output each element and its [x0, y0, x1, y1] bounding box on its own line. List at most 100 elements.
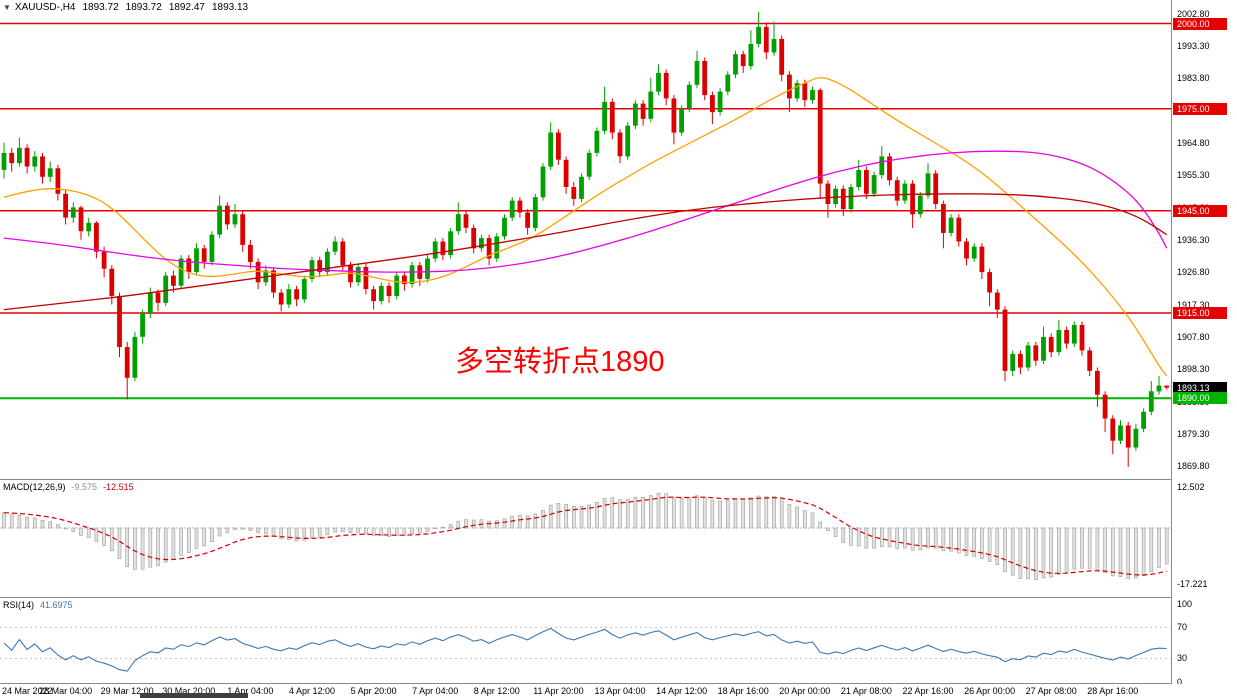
- time-axis-label: 24 Mar 2022: [2, 686, 53, 696]
- macd-histogram-bar: [1134, 527, 1138, 579]
- pane-separator[interactable]: [0, 683, 1237, 684]
- candle-body: [894, 180, 900, 201]
- pane-separator[interactable]: [0, 479, 1237, 480]
- macd-histogram-bar: [772, 496, 776, 529]
- candle-body: [232, 214, 238, 225]
- ma-line-mid-magenta: [3, 150, 1168, 273]
- macd-histogram-bar: [864, 527, 869, 549]
- rsi-scale-label: 100: [1177, 598, 1193, 609]
- line-price-tag-1945.00[interactable]: 1945.00: [1173, 204, 1227, 217]
- candle-body: [486, 238, 492, 259]
- macd-signal-value: -12.515: [103, 482, 134, 492]
- candle-body: [47, 168, 53, 177]
- macd-histogram-bar: [325, 527, 330, 536]
- macd-signal-line: [3, 496, 1167, 576]
- candle-body: [325, 251, 330, 273]
- macd-histogram-bar: [556, 502, 561, 529]
- candle-body: [140, 313, 145, 337]
- line-price-tag-1890.00[interactable]: 1890.00: [1173, 392, 1227, 405]
- candle-body: [1079, 324, 1085, 351]
- macd-histogram-bar: [402, 527, 407, 536]
- candle-body: [633, 103, 638, 126]
- time-axis-label: 27 Apr 08:00: [1025, 686, 1077, 696]
- macd-histogram-bar: [787, 503, 792, 529]
- candle-body: [278, 292, 284, 305]
- macd-histogram-bar: [725, 500, 730, 529]
- macd-histogram-bar: [1141, 527, 1146, 576]
- line-price-tag-1915.00[interactable]: 1915.00: [1173, 307, 1227, 319]
- macd-histogram-bar: [1095, 527, 1100, 571]
- candle-body: [1087, 350, 1093, 371]
- macd-histogram-bar: [595, 501, 599, 529]
- macd-histogram-bar: [225, 527, 230, 534]
- macd-histogram-bar: [795, 506, 799, 529]
- macd-histogram-bar: [756, 495, 761, 529]
- candle-body: [925, 173, 931, 196]
- candle-body: [371, 289, 376, 302]
- candle-body: [979, 246, 985, 273]
- price-chart-pane[interactable]: ▼ XAUUSD-,H4 1893.72 1893.72 1892.47 1893.13 …: [0, 0, 1171, 479]
- candle-body: [271, 270, 276, 293]
- price-scale-label: 1993.30: [1177, 40, 1210, 51]
- macd-histogram-bar: [40, 519, 45, 529]
- candle-body: [1048, 336, 1054, 353]
- macd-histogram-bar: [110, 527, 114, 552]
- annotation-text-object[interactable]: 多空转折点1890: [455, 346, 665, 378]
- pane-separator[interactable]: [0, 597, 1237, 598]
- price-chart-canvas[interactable]: [0, 0, 1171, 479]
- price-axis[interactable]: 2002.801993.301983.801974.301964.801955.…: [1171, 0, 1237, 687]
- macd-histogram-bar: [86, 527, 91, 538]
- ohlc-low-value: 1892.47: [168, 2, 205, 13]
- chart-title-overlay: ▼ XAUUSD-,H4 1893.72 1893.72 1892.47 1893.13: [3, 2, 248, 13]
- macd-histogram-bar: [310, 527, 314, 539]
- candle-body: [124, 347, 130, 378]
- macd-histogram-bar: [456, 520, 461, 529]
- macd-histogram-bar: [903, 527, 907, 549]
- macd-histogram-bar: [471, 519, 476, 529]
- candle-body: [132, 336, 138, 378]
- macd-histogram-bar: [25, 516, 29, 529]
- macd-histogram-bar: [802, 510, 807, 529]
- macd-histogram-bar: [263, 527, 268, 535]
- macd-histogram-bar: [179, 527, 183, 556]
- rsi-canvas[interactable]: [0, 598, 1171, 683]
- candle-body: [756, 26, 761, 44]
- candle-body: [617, 132, 623, 157]
- price-scale-label: 1926.80: [1177, 267, 1210, 278]
- candle-body: [1118, 425, 1123, 441]
- macd-histogram-bar: [641, 496, 645, 529]
- candle-body: [332, 241, 338, 252]
- candle-body: [694, 61, 700, 85]
- candle-body: [248, 244, 253, 262]
- macd-canvas[interactable]: [0, 480, 1171, 597]
- macd-histogram-bar: [1057, 527, 1061, 575]
- macd-histogram-bar: [926, 527, 930, 549]
- candle-body: [502, 217, 507, 237]
- candle-body: [740, 54, 746, 67]
- macd-histogram-bar: [749, 497, 753, 529]
- candle-body: [902, 183, 908, 201]
- line-price-tag-1975.00[interactable]: 1975.00: [1173, 102, 1227, 115]
- time-axis[interactable]: 24 Mar 2022 28 Mar 04:00 29 Mar 12:00 30 Ma…: [0, 684, 1237, 698]
- macd-histogram-bar: [648, 495, 653, 529]
- candle-body: [710, 95, 715, 113]
- time-axis-label: 11 Apr 20:00: [533, 686, 584, 696]
- rsi-indicator-pane[interactable]: RSI(14) 41.6975: [0, 598, 1171, 683]
- ohlc-open-value: 1893.72: [82, 2, 119, 13]
- candle-body: [317, 260, 323, 273]
- macd-histogram-bar: [433, 527, 438, 529]
- candle-body: [887, 156, 892, 181]
- chart-menu-marker-icon[interactable]: ▼: [3, 3, 11, 12]
- price-scale-label: 1879.30: [1177, 429, 1210, 440]
- candle-body: [1164, 385, 1170, 388]
- macd-main-value: -9.575: [71, 482, 98, 492]
- macd-histogram-bar: [371, 527, 376, 536]
- candle-body: [78, 207, 84, 232]
- line-price-tag-2000.00[interactable]: 2000.00: [1173, 17, 1227, 30]
- price-scale-label: 1955.30: [1177, 170, 1210, 181]
- macd-histogram-bar: [664, 493, 669, 529]
- macd-title: MACD(12,26,9): [3, 482, 66, 492]
- macd-indicator-pane[interactable]: MACD(12,26,9) -9.575 -12.515: [0, 480, 1171, 597]
- candle-body: [517, 200, 523, 213]
- candle-body: [964, 241, 969, 259]
